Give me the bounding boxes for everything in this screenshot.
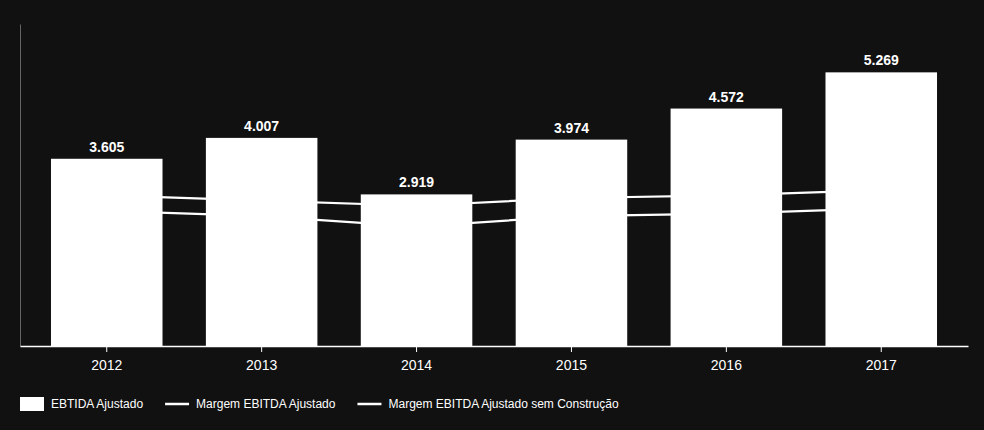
x-tick-mark xyxy=(881,346,882,352)
legend-swatch xyxy=(20,397,44,411)
legend: EBTIDA Ajustado Margem EBITDA Ajustado Mar… xyxy=(20,397,619,411)
x-tick-label: 2016 xyxy=(711,357,742,373)
x-tick: 2017 xyxy=(866,346,897,373)
legend-swatch xyxy=(165,403,189,406)
bar xyxy=(671,109,783,346)
x-tick: 2015 xyxy=(556,346,587,373)
x-tick-label: 2017 xyxy=(866,357,897,373)
bar xyxy=(516,140,628,346)
legend-swatch xyxy=(357,403,381,406)
x-tick-mark xyxy=(261,346,262,352)
y-axis xyxy=(20,25,21,347)
x-tick: 2012 xyxy=(91,346,122,373)
x-tick: 2013 xyxy=(246,346,277,373)
x-tick: 2016 xyxy=(711,346,742,373)
marks xyxy=(51,72,937,346)
plot: 3.6054.0072.9193.9744.5725.2692012201320… xyxy=(21,25,969,374)
bar-series xyxy=(51,72,937,346)
bar xyxy=(206,138,318,346)
data-label: 2.919 xyxy=(399,174,434,190)
data-label: 3.974 xyxy=(554,120,589,136)
bar xyxy=(361,194,473,346)
x-tick: 2014 xyxy=(401,346,432,373)
data-label: 4.007 xyxy=(244,118,279,134)
legend-label: Margem EBITDA Ajustado xyxy=(196,397,336,411)
x-tick-mark xyxy=(416,346,417,352)
data-label: 3.605 xyxy=(89,139,124,155)
line xyxy=(107,190,882,206)
chart: 3.6054.0072.9193.9744.5725.2692012201320… xyxy=(0,0,984,430)
x-tick-mark xyxy=(106,346,107,352)
legend-item: Margem EBITDA Ajustado xyxy=(165,397,336,411)
x-axis: 2012 2013 2014 2015 2016 2017 xyxy=(21,346,969,373)
x-tick-label: 2012 xyxy=(91,357,122,373)
x-tick-mark xyxy=(726,346,727,352)
x-axis-line xyxy=(21,346,969,348)
legend-item: Margem EBITDA Ajustado sem Construção xyxy=(357,397,618,411)
x-tick-label: 2014 xyxy=(401,357,432,373)
legend-label: EBTIDA Ajustado xyxy=(51,397,143,411)
x-tick-mark xyxy=(571,346,572,352)
data-label: 5.269 xyxy=(864,52,899,68)
line xyxy=(107,208,882,226)
data-label: 4.572 xyxy=(709,89,744,105)
x-tick-label: 2015 xyxy=(556,357,587,373)
x-tick-label: 2013 xyxy=(246,357,277,373)
bar xyxy=(51,159,163,346)
y-axis-line xyxy=(20,25,21,347)
legend-label: Margem EBITDA Ajustado sem Construção xyxy=(388,397,618,411)
legend-item: EBTIDA Ajustado xyxy=(20,397,143,411)
data-labels: 3.605 4.007 2.919 3.974 4.572 5.269 xyxy=(89,52,899,190)
